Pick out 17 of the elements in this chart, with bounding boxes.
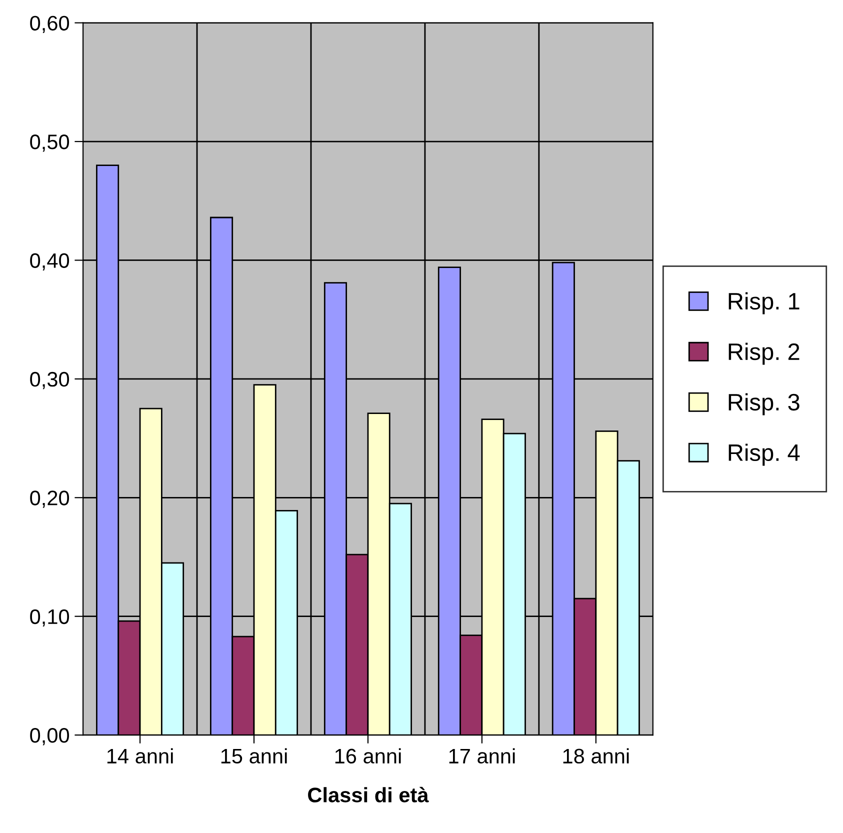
y-tick-label: 0,20 (30, 490, 70, 508)
x-tick-label: 17 anni (449, 748, 515, 764)
y-tick-label: 0,00 (30, 728, 70, 746)
legend-label: Risp. 3 (728, 393, 800, 416)
x-tick-label: 15 anni (221, 748, 287, 764)
x-axis-title: Classi di età (308, 786, 429, 802)
x-tick-label: 16 anni (335, 748, 401, 764)
legend-label: Risp. 1 (728, 292, 800, 314)
x-tick-label: 18 anni (563, 748, 629, 764)
legend-label: Risp. 4 (728, 444, 800, 466)
y-tick-label: 0,60 (30, 16, 70, 34)
y-tick-label: 0,50 (30, 134, 70, 152)
y-tick-label: 0,10 (30, 609, 70, 627)
y-tick-label: 0,30 (30, 372, 70, 390)
x-tick-label: 14 anni (107, 748, 173, 764)
y-tick-label: 0,40 (30, 253, 70, 270)
legend-label: Risp. 2 (728, 342, 800, 365)
